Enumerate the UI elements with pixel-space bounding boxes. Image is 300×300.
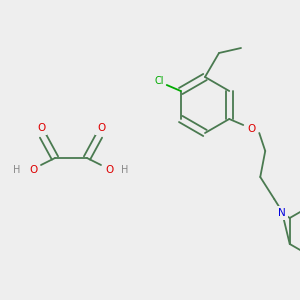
Text: O: O	[105, 165, 113, 175]
Text: H: H	[13, 165, 21, 175]
Text: Cl: Cl	[154, 76, 164, 86]
Text: O: O	[97, 123, 105, 133]
Text: H: H	[121, 165, 129, 175]
Text: O: O	[37, 123, 45, 133]
Text: N: N	[278, 208, 286, 218]
Text: O: O	[29, 165, 37, 175]
Text: O: O	[247, 124, 255, 134]
